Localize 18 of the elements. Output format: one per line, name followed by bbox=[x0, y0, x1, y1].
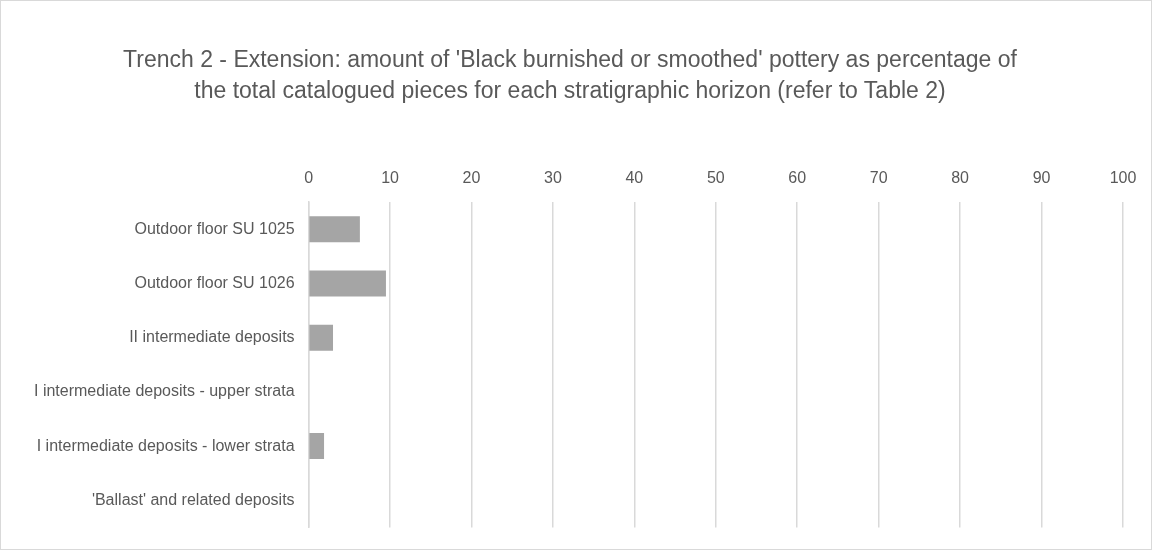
x-tick-label: 80 bbox=[951, 169, 970, 187]
x-tick-label: 90 bbox=[1032, 169, 1051, 187]
x-tick-label: 100 bbox=[1109, 169, 1137, 187]
y-tick-label: Outdoor floor SU 1026 bbox=[134, 273, 295, 291]
y-tick-label: II intermediate deposits bbox=[129, 328, 295, 346]
x-tick-label: 0 bbox=[304, 169, 314, 187]
y-tick-label: I intermediate deposits - lower strata bbox=[36, 436, 295, 454]
x-tick-label: 70 bbox=[869, 169, 888, 187]
y-tick-label: 'Ballast' and related deposits bbox=[91, 490, 295, 508]
x-tick-label: 40 bbox=[625, 169, 644, 187]
y-tick-label: Outdoor floor SU 1025 bbox=[134, 219, 295, 237]
y-tick-label: I intermediate deposits - upper strata bbox=[34, 382, 295, 400]
x-tick-label: 50 bbox=[706, 169, 725, 187]
x-tick-label: 10 bbox=[381, 169, 400, 187]
chart-title: Trench 2 - Extension: amount of 'Black burnished or smoothed' pottery as percentage of the total catalogued pieces for each stratigraphic horizon (refer to Table 2) bbox=[122, 45, 1018, 105]
x-tick-label: 30 bbox=[544, 169, 562, 187]
x-tick-label: 60 bbox=[788, 169, 807, 187]
x-tick-label: 20 bbox=[462, 169, 481, 187]
